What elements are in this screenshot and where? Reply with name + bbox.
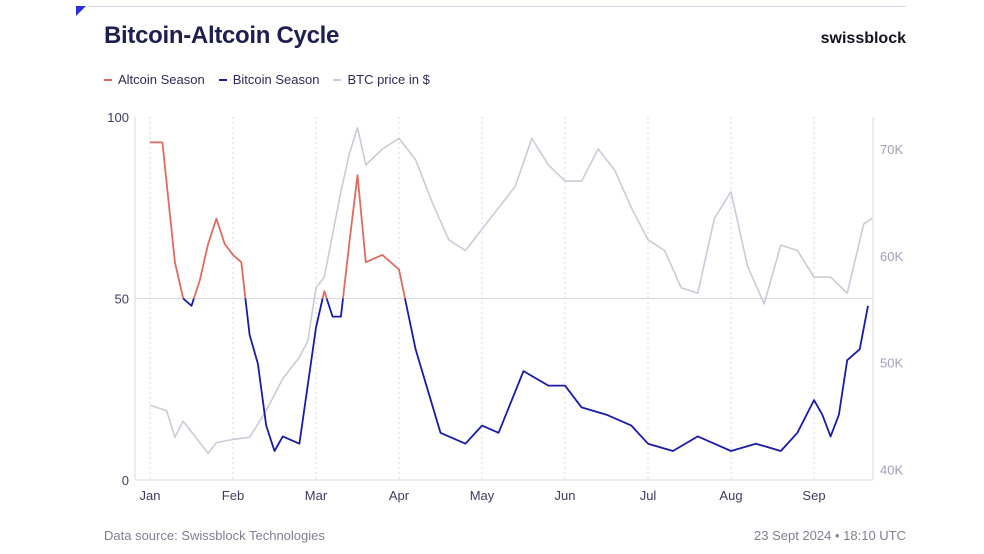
- top-divider: [88, 6, 906, 7]
- legend-swatch-altcoin: [104, 78, 112, 81]
- legend-swatch-bitcoin: [218, 78, 227, 81]
- legend-label-altcoin: Altcoin Season: [118, 72, 205, 87]
- data-source-note: Data source: Swissblock Technologies: [104, 528, 325, 543]
- x-tick-label: Mar: [305, 488, 328, 503]
- y-right-tick-label: 60K: [880, 249, 903, 264]
- y-left-tick-label: 0: [122, 473, 129, 488]
- y-right-tick-label: 70K: [880, 142, 903, 157]
- btc-price-line: [149, 126, 873, 455]
- x-tick-label: Feb: [222, 488, 244, 503]
- chart-title: Bitcoin-Altcoin Cycle: [104, 22, 340, 49]
- altcoin-season-line: [193, 217, 247, 299]
- chart-legend: Altcoin Season Bitcoin Season BTC price …: [104, 72, 430, 87]
- altcoin-season-line: [321, 290, 328, 299]
- bitcoin-season-line: [182, 297, 195, 307]
- x-tick-label: Apr: [389, 488, 410, 503]
- legend-label-bitcoin: Bitcoin Season: [232, 72, 320, 87]
- brand-logo: swissblock: [820, 30, 906, 47]
- corner-accent: [76, 6, 86, 16]
- altcoin-season-line: [150, 141, 185, 299]
- legend-label-btc-price: BTC price in $: [347, 72, 430, 87]
- y-left-tick-label: 50: [115, 292, 129, 307]
- y-left-tick-label: 100: [107, 110, 129, 125]
- legend-swatch-btc-price: [333, 78, 342, 81]
- legend-item-btc-price: BTC price in $: [333, 72, 430, 87]
- y-right-tick-label: 40K: [880, 462, 903, 477]
- x-tick-label: Jun: [555, 488, 576, 503]
- y-right-tick-label: 50K: [880, 356, 903, 371]
- legend-item-bitcoin: Bitcoin Season: [218, 72, 320, 87]
- x-tick-label: Jan: [140, 488, 161, 503]
- bitcoin-season-line: [325, 298, 344, 318]
- timestamp: 23 Sept 2024 • 18:10 UTC: [754, 528, 906, 543]
- bitcoin-season-line: [404, 298, 869, 452]
- altcoin-season-line: [342, 174, 406, 299]
- x-tick-label: May: [470, 488, 495, 503]
- bitcoin-season-line: [244, 298, 324, 452]
- x-tick-label: Jul: [640, 488, 657, 503]
- x-tick-label: Aug: [719, 488, 742, 503]
- x-tick-label: Sep: [802, 488, 825, 503]
- legend-item-altcoin: Altcoin Season: [104, 72, 205, 87]
